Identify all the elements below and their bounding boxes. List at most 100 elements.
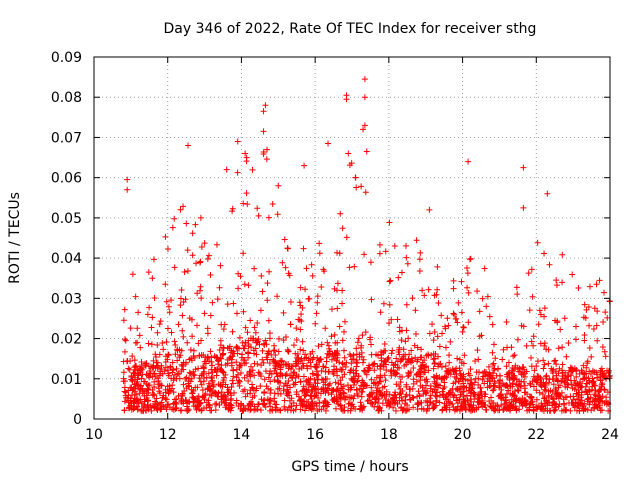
data-point [300, 347, 307, 354]
data-point [163, 298, 170, 305]
data-point [298, 355, 305, 362]
data-point [307, 381, 314, 388]
data-point [482, 373, 489, 380]
data-point [325, 342, 332, 349]
data-point [262, 337, 269, 344]
data-point [426, 395, 433, 402]
data-point [463, 384, 470, 391]
data-point [299, 360, 306, 367]
data-point [526, 393, 533, 400]
data-point [424, 402, 431, 409]
data-point [162, 353, 169, 360]
data-point [591, 402, 598, 409]
data-point [534, 377, 541, 384]
data-point [464, 377, 471, 384]
roti-points [120, 76, 613, 414]
y-axis-label: ROTI / TECUs [7, 192, 23, 284]
data-point [289, 363, 296, 370]
data-point [425, 352, 432, 359]
data-point [313, 310, 320, 317]
data-point [557, 326, 564, 333]
data-point [280, 383, 287, 390]
data-point [551, 401, 558, 408]
data-point [138, 364, 145, 371]
data-point [328, 356, 335, 363]
data-point [247, 390, 254, 397]
data-point [454, 385, 461, 392]
data-point [337, 366, 344, 373]
data-point [474, 347, 481, 354]
data-point [305, 405, 312, 412]
data-point [554, 377, 561, 384]
data-point [467, 366, 474, 373]
data-point [244, 329, 251, 336]
data-point [303, 377, 310, 384]
data-point [339, 337, 346, 344]
data-point [494, 402, 501, 409]
data-point [559, 373, 566, 380]
data-point [549, 369, 556, 376]
data-point [193, 260, 200, 267]
data-point [174, 371, 181, 378]
data-point [322, 325, 329, 332]
data-point [435, 299, 442, 306]
data-point [451, 407, 458, 414]
data-point [559, 279, 566, 286]
data-point [215, 389, 222, 396]
data-point [455, 299, 462, 306]
data-point [361, 381, 367, 388]
data-point [196, 259, 203, 266]
data-point [538, 379, 545, 386]
data-point [392, 371, 399, 378]
data-point [154, 362, 161, 369]
data-point [561, 378, 568, 385]
data-point [165, 401, 172, 408]
data-point [484, 384, 491, 391]
data-point [285, 361, 292, 368]
data-point [510, 372, 517, 379]
data-point [208, 407, 215, 414]
data-point [168, 297, 175, 304]
data-point [314, 368, 321, 375]
data-point [472, 358, 479, 365]
axis-ticks: 10 12 14 16 18 20 22 24 0 0.01 0.02 0.03 0.04 0.05 0.0… [51, 50, 619, 443]
data-point [476, 394, 483, 401]
data-point [406, 358, 413, 365]
data-point [377, 391, 384, 398]
data-point [537, 404, 544, 411]
data-point [194, 322, 201, 329]
data-point [191, 354, 198, 361]
data-point [300, 402, 307, 409]
data-point [339, 287, 346, 294]
data-point [169, 382, 176, 389]
data-point [296, 299, 303, 306]
data-point [172, 351, 179, 358]
data-point [556, 391, 563, 398]
data-point [475, 375, 482, 382]
data-point [594, 337, 601, 344]
data-point [392, 389, 399, 396]
x-tick-label: 18 [380, 427, 398, 443]
data-point [520, 204, 527, 211]
data-point [249, 166, 256, 173]
data-point [245, 377, 252, 384]
data-point [381, 372, 388, 379]
data-point [265, 385, 272, 392]
data-point [601, 348, 608, 355]
data-point [502, 397, 509, 404]
data-point [292, 350, 299, 357]
data-point [479, 295, 486, 302]
data-point [201, 240, 208, 247]
data-point [512, 403, 519, 410]
data-point [247, 317, 254, 324]
data-point [523, 368, 530, 375]
data-point [407, 386, 414, 393]
data-point [246, 370, 253, 377]
x-tick-label: 16 [306, 427, 324, 443]
data-point [156, 388, 163, 395]
x-tick-label: 22 [527, 427, 545, 443]
data-point [173, 375, 180, 382]
data-point [256, 341, 263, 348]
data-point [200, 364, 207, 371]
data-point [446, 389, 453, 396]
